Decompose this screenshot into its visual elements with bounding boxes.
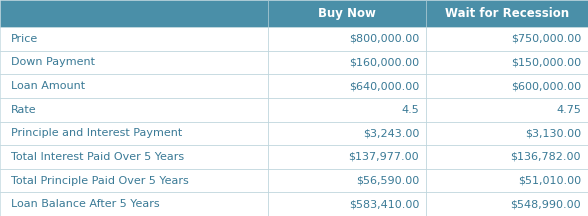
Bar: [426, 74, 588, 98]
Bar: [268, 121, 426, 145]
Text: Principle and Interest Payment: Principle and Interest Payment: [11, 128, 182, 138]
Bar: [426, 0, 588, 27]
Text: Loan Amount: Loan Amount: [11, 81, 85, 91]
Text: $640,000.00: $640,000.00: [349, 81, 419, 91]
Text: Buy Now: Buy Now: [318, 7, 376, 20]
Text: $150,000.00: $150,000.00: [511, 57, 581, 67]
Text: Down Payment: Down Payment: [11, 57, 95, 67]
Bar: [426, 169, 588, 192]
Bar: [268, 51, 426, 74]
Text: $3,243.00: $3,243.00: [363, 128, 419, 138]
Bar: [0, 27, 268, 51]
Bar: [268, 74, 426, 98]
Text: Wait for Recession: Wait for Recession: [445, 7, 569, 20]
Bar: [426, 145, 588, 169]
Text: Rate: Rate: [11, 105, 36, 115]
Bar: [426, 192, 588, 216]
Bar: [268, 98, 426, 121]
Bar: [0, 192, 268, 216]
Text: $137,977.00: $137,977.00: [349, 152, 419, 162]
Bar: [0, 121, 268, 145]
Text: $548,990.00: $548,990.00: [510, 199, 581, 209]
Text: Total Interest Paid Over 5 Years: Total Interest Paid Over 5 Years: [11, 152, 183, 162]
Text: $3,130.00: $3,130.00: [525, 128, 581, 138]
Bar: [268, 169, 426, 192]
Bar: [268, 192, 426, 216]
Bar: [268, 0, 426, 27]
Text: 4.5: 4.5: [402, 105, 419, 115]
Bar: [0, 51, 268, 74]
Text: $160,000.00: $160,000.00: [349, 57, 419, 67]
Bar: [426, 121, 588, 145]
Bar: [426, 51, 588, 74]
Text: Loan Balance After 5 Years: Loan Balance After 5 Years: [11, 199, 159, 209]
Text: $583,410.00: $583,410.00: [349, 199, 419, 209]
Bar: [426, 98, 588, 121]
Bar: [426, 27, 588, 51]
Text: Total Principle Paid Over 5 Years: Total Principle Paid Over 5 Years: [11, 176, 188, 186]
Text: 4.75: 4.75: [556, 105, 581, 115]
Bar: [268, 145, 426, 169]
Text: Price: Price: [11, 34, 38, 44]
Bar: [0, 145, 268, 169]
Text: $56,590.00: $56,590.00: [356, 176, 419, 186]
Text: $800,000.00: $800,000.00: [349, 34, 419, 44]
Text: $750,000.00: $750,000.00: [511, 34, 581, 44]
Bar: [0, 169, 268, 192]
Bar: [0, 0, 268, 27]
Text: $600,000.00: $600,000.00: [511, 81, 581, 91]
Bar: [0, 74, 268, 98]
Text: $51,010.00: $51,010.00: [518, 176, 581, 186]
Text: $136,782.00: $136,782.00: [510, 152, 581, 162]
Bar: [268, 27, 426, 51]
Bar: [0, 98, 268, 121]
